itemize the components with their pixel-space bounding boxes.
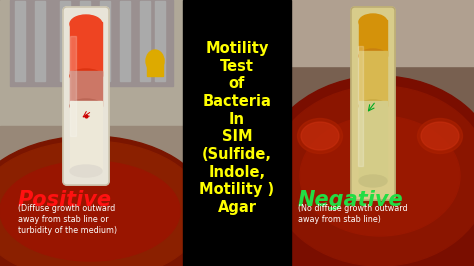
Bar <box>70 22 102 76</box>
Ellipse shape <box>298 118 343 153</box>
Bar <box>291 0 474 166</box>
Ellipse shape <box>70 165 102 177</box>
Ellipse shape <box>260 76 474 266</box>
Ellipse shape <box>359 14 387 30</box>
Bar <box>15 1 25 81</box>
Bar <box>291 126 474 206</box>
Bar <box>70 71 102 106</box>
Bar <box>291 0 474 66</box>
Ellipse shape <box>300 116 460 236</box>
Bar <box>80 1 90 81</box>
Ellipse shape <box>146 50 164 72</box>
Ellipse shape <box>359 49 387 63</box>
Bar <box>359 51 387 106</box>
Ellipse shape <box>301 122 339 150</box>
Ellipse shape <box>421 122 459 150</box>
Bar <box>140 1 150 81</box>
Bar <box>10 0 173 86</box>
Ellipse shape <box>70 69 102 83</box>
Bar <box>359 101 387 181</box>
Bar <box>70 36 76 136</box>
Text: (Diffuse growth outward
away from stab line or
turbidity of the medium): (Diffuse growth outward away from stab l… <box>18 204 117 235</box>
Bar <box>0 0 183 166</box>
Bar <box>120 1 130 81</box>
Bar <box>359 20 387 56</box>
Ellipse shape <box>70 99 102 113</box>
Ellipse shape <box>270 86 474 266</box>
Ellipse shape <box>0 161 180 261</box>
Bar <box>0 211 183 266</box>
Text: Motility
Test
of
Bacteria
In
SIM
(Sulfide,
Indole,
Motility )
Agar: Motility Test of Bacteria In SIM (Sulfid… <box>200 41 274 215</box>
Ellipse shape <box>359 175 387 187</box>
Bar <box>0 126 183 206</box>
Ellipse shape <box>418 118 463 153</box>
Ellipse shape <box>70 15 102 33</box>
Bar <box>358 46 363 166</box>
Bar <box>291 176 474 266</box>
FancyBboxPatch shape <box>63 7 109 185</box>
Text: Negative: Negative <box>298 190 404 210</box>
Bar <box>183 0 291 266</box>
Ellipse shape <box>359 100 387 112</box>
FancyBboxPatch shape <box>351 7 395 200</box>
Bar <box>70 101 102 171</box>
Bar <box>155 1 165 81</box>
Bar <box>60 1 70 81</box>
Text: Positive: Positive <box>18 190 112 210</box>
Bar <box>35 1 45 81</box>
Ellipse shape <box>0 141 205 266</box>
Ellipse shape <box>0 136 210 266</box>
Bar <box>147 58 163 76</box>
Text: (No diffuse growth outward
away from stab line): (No diffuse growth outward away from sta… <box>298 204 408 224</box>
Bar <box>100 1 110 81</box>
